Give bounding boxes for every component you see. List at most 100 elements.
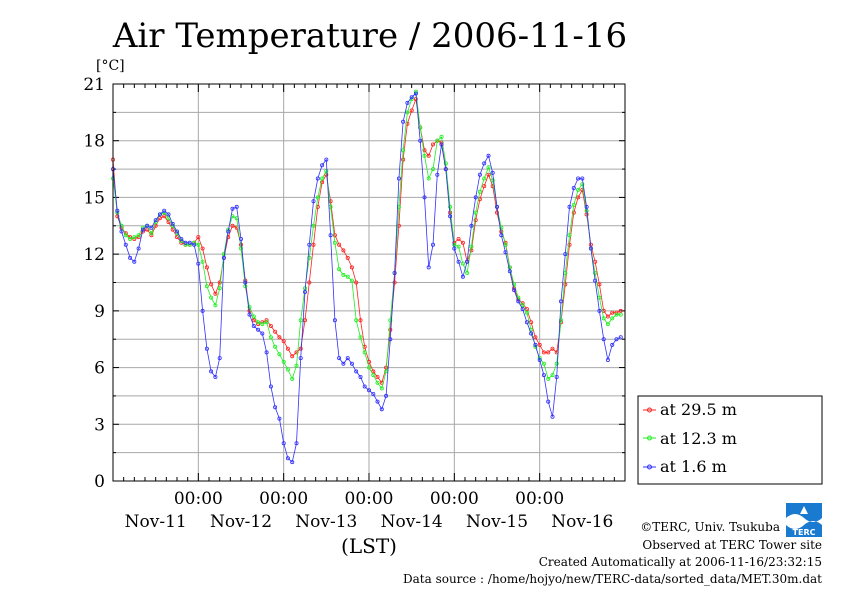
data-point [366, 388, 371, 393]
data-point [345, 274, 350, 279]
terc-logo: TERC [786, 503, 822, 537]
data-point [328, 233, 333, 238]
data-point [354, 280, 359, 285]
data-point [337, 356, 342, 361]
y-tick-label: 3 [94, 415, 105, 435]
legend-box [637, 395, 823, 485]
data-point [524, 306, 529, 311]
grid-lines [113, 84, 625, 481]
data-point [149, 231, 154, 236]
data-point [320, 163, 325, 168]
data-point [311, 199, 316, 204]
data-point [256, 320, 261, 325]
data-point [439, 140, 444, 145]
data-point [576, 195, 581, 200]
y-tick-label: 21 [83, 75, 105, 95]
data-point [273, 344, 278, 349]
data-point [460, 274, 465, 279]
data-point [260, 331, 265, 336]
data-point [550, 414, 555, 419]
data-point [388, 327, 393, 332]
data-point [559, 318, 564, 323]
data-point [401, 119, 406, 124]
data-point [533, 342, 538, 347]
data-point [277, 352, 282, 357]
data-point [243, 280, 248, 285]
legend-label-12-3m: at 12.3 m [660, 429, 737, 448]
data-point [546, 399, 551, 404]
data-point [567, 233, 572, 238]
data-point [307, 280, 312, 285]
data-point [162, 208, 167, 213]
data-point [576, 187, 581, 192]
data-point [571, 210, 576, 215]
legend-marker-1-6m [647, 464, 652, 470]
data-point [482, 184, 487, 189]
data-point [507, 269, 512, 274]
data-point [546, 350, 551, 355]
data-point [439, 142, 444, 147]
data-point [494, 204, 499, 209]
data-point [422, 153, 427, 158]
data-point [546, 376, 551, 381]
data-point [332, 233, 337, 238]
data-point [324, 168, 329, 173]
data-point [375, 380, 380, 385]
data-point [337, 267, 342, 272]
legend-entry-29-5m: at 29.5 m [643, 400, 737, 419]
data-point [358, 335, 363, 340]
series-line [112, 98, 621, 384]
data-point [371, 391, 376, 396]
data-point [618, 335, 623, 340]
data-point [618, 308, 623, 313]
data-point [273, 405, 278, 410]
data-point [605, 357, 610, 362]
data-point [238, 246, 243, 251]
data-point [503, 250, 508, 255]
data-point [136, 233, 141, 238]
data-point [217, 356, 222, 361]
data-point [601, 337, 606, 342]
data-point [251, 318, 256, 323]
data-point [337, 242, 342, 247]
data-point [123, 233, 128, 238]
x-day-label: Nov-13 [295, 512, 357, 532]
data-point [290, 460, 295, 465]
legend-marker-29-5m [647, 407, 652, 413]
data-point [290, 376, 295, 381]
data-point [614, 337, 619, 342]
data-point [204, 346, 209, 351]
series-line [112, 90, 621, 390]
data-point [541, 373, 546, 378]
legend-label-1-6m: at 1.6 m [660, 457, 727, 476]
data-point [273, 329, 278, 334]
data-point [132, 259, 137, 264]
data-point [213, 374, 218, 379]
data-point [384, 393, 389, 398]
data-point [605, 322, 610, 327]
x-time-label: 00:00 [515, 489, 564, 509]
data-point [520, 306, 525, 311]
data-point [119, 229, 124, 234]
data-point [473, 218, 478, 223]
data-point [349, 361, 354, 366]
data-point [580, 176, 585, 181]
data-point [601, 316, 606, 321]
x-time-label: 00:00 [259, 489, 308, 509]
data-point [413, 91, 418, 96]
data-point [371, 369, 376, 374]
legend-entry-12-3m: at 12.3 m [643, 429, 737, 448]
data-point [537, 342, 542, 347]
data-point [618, 312, 623, 317]
data-point [443, 167, 448, 172]
data-point [401, 157, 406, 162]
data-point [469, 223, 474, 228]
y-tick-label: 9 [94, 302, 105, 322]
data-point [597, 282, 602, 287]
data-point [524, 310, 529, 315]
data-point [593, 278, 598, 283]
series-1 [111, 89, 623, 391]
x-day-label: Nov-15 [466, 512, 528, 532]
data-point [422, 195, 427, 200]
